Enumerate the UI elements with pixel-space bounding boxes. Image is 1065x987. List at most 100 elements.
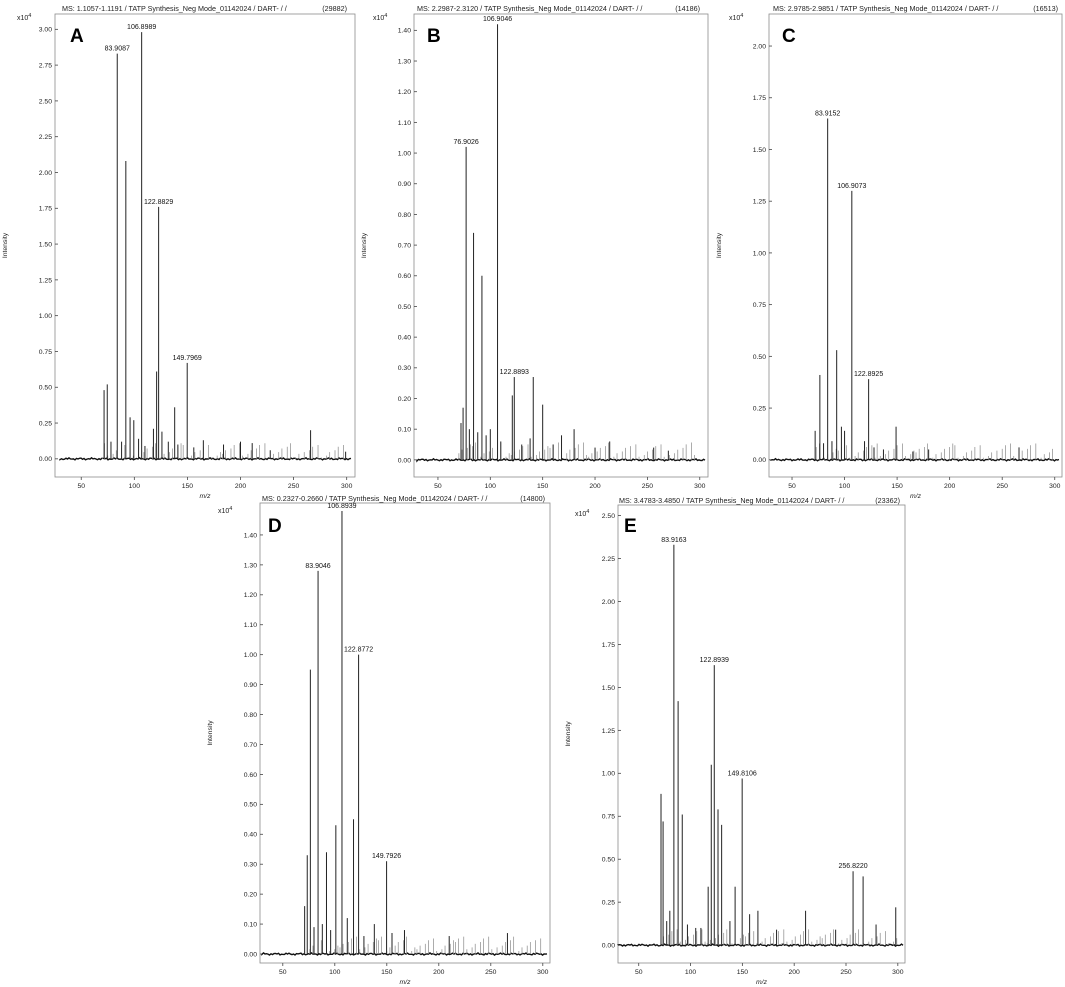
plot-frame	[617, 504, 906, 964]
plot-frame	[54, 13, 356, 478]
peak-label: 149.7926	[372, 853, 401, 860]
y-multiplier: x104	[218, 506, 232, 515]
y-tick-label: 0.40	[398, 335, 411, 342]
x-tick-label: 150	[737, 969, 749, 976]
y-tick-label: 0.60	[398, 273, 411, 280]
y-tick-label: 0.75	[753, 302, 766, 309]
x-tick-label: 250	[485, 969, 497, 976]
panel-d: MS: 0.2327-0.2660 / TATP Synthesis_Neg M…	[207, 494, 551, 986]
y-tick-label: 1.10	[398, 120, 411, 127]
y-tick-label: 2.00	[602, 599, 615, 606]
y-tick-label: 0.90	[398, 181, 411, 188]
y-tick-label: 0.50	[39, 385, 52, 392]
x-tick-label: 200	[789, 969, 801, 976]
y-tick-label: 2.25	[39, 134, 52, 141]
x-tick-label: 50	[788, 483, 796, 490]
y-tick-label: 2.50	[602, 513, 615, 520]
peak-label: 106.8989	[127, 24, 156, 31]
peak-label: 106.8939	[327, 503, 356, 510]
y-tick-label: 1.00	[39, 313, 52, 320]
plot-frame	[259, 502, 551, 964]
y-tick-label: 0.25	[753, 405, 766, 412]
y-tick-label: 0.00	[39, 456, 52, 463]
y-multiplier: x104	[729, 13, 743, 22]
y-tick-label: 1.75	[39, 206, 52, 213]
y-tick-label: 0.20	[398, 396, 411, 403]
x-tick-label: 50	[635, 969, 643, 976]
y-multiplier: x104	[373, 13, 387, 22]
total-count: (14800)	[520, 494, 545, 503]
peak-label: 122.8939	[700, 657, 729, 664]
y-tick-label: 1.00	[602, 771, 615, 778]
y-tick-label: 1.00	[398, 150, 411, 157]
y-tick-label: 0.30	[244, 862, 257, 869]
peak-label: 122.8772	[344, 647, 373, 654]
y-tick-label: 0.10	[244, 921, 257, 928]
x-tick-label: 250	[642, 483, 654, 490]
y-tick-label: 0.75	[602, 814, 615, 821]
panel-a: MS: 1.1057-1.1191 / TATP Synthesis_Neg M…	[2, 4, 356, 500]
y-tick-label: 0.00	[398, 457, 411, 464]
x-axis-label: m/z	[400, 979, 412, 986]
y-axis-label: Intensity	[207, 720, 214, 746]
panel-c: MS: 2.9785-2.9851 / TATP Synthesis_Neg M…	[716, 4, 1063, 500]
y-tick-label: 1.30	[398, 58, 411, 65]
y-tick-label: 1.00	[753, 250, 766, 257]
x-tick-label: 50	[434, 483, 442, 490]
plot-frame	[768, 13, 1063, 478]
y-tick-label: 1.40	[398, 28, 411, 35]
y-tick-label: 1.75	[602, 642, 615, 649]
spectrum-header: MS: 2.9785-2.9851 / TATP Synthesis_Neg M…	[773, 4, 998, 13]
y-tick-label: 0.80	[244, 712, 257, 719]
y-tick-label: 1.40	[244, 532, 257, 539]
y-tick-label: 1.25	[39, 277, 52, 284]
x-tick-label: 150	[182, 483, 194, 490]
y-tick-label: 2.25	[602, 556, 615, 563]
x-tick-label: 300	[1049, 483, 1061, 490]
y-tick-label: 0.70	[244, 742, 257, 749]
spectrum-header: MS: 0.2327-0.2660 / TATP Synthesis_Neg M…	[262, 494, 487, 503]
x-tick-label: 250	[997, 483, 1009, 490]
peak-label: 149.7969	[173, 355, 202, 362]
y-tick-label: 2.75	[39, 63, 52, 70]
spectrum-header: MS: 3.4783-3.4850 / TATP Synthesis_Neg M…	[619, 496, 844, 505]
y-tick-label: 0.10	[398, 427, 411, 434]
x-axis-label: m/z	[910, 493, 922, 500]
plot-frame	[413, 13, 709, 478]
x-tick-label: 150	[537, 483, 549, 490]
y-tick-label: 0.00	[244, 951, 257, 958]
x-tick-label: 150	[381, 969, 393, 976]
y-tick-label: 1.00	[244, 652, 257, 659]
x-axis-label: m/z	[200, 493, 212, 500]
y-axis-label: Intensity	[565, 721, 572, 747]
panel-letter: A	[70, 26, 84, 47]
y-tick-label: 2.50	[39, 98, 52, 105]
y-axis-label: Intensity	[716, 232, 723, 258]
x-tick-label: 100	[839, 483, 851, 490]
panel-b: MS: 2.2987-2.3120 / TATP Synthesis_Neg M…	[361, 4, 709, 490]
y-tick-label: 2.00	[753, 43, 766, 50]
peak-label: 256.8220	[838, 863, 867, 870]
peak-label: 122.8925	[854, 371, 883, 378]
total-count: (29882)	[322, 4, 347, 13]
y-tick-label: 1.50	[753, 147, 766, 154]
y-tick-label: 0.60	[244, 772, 257, 779]
y-tick-label: 2.00	[39, 170, 52, 177]
x-axis-label: m/z	[756, 979, 768, 986]
total-count: (23362)	[875, 496, 900, 505]
y-tick-label: 0.90	[244, 682, 257, 689]
y-axis-label: Intensity	[361, 232, 368, 258]
y-multiplier: x104	[17, 13, 31, 22]
peak-label: 83.9152	[815, 110, 840, 117]
y-tick-label: 0.00	[753, 457, 766, 464]
y-tick-label: 0.50	[244, 802, 257, 809]
y-tick-label: 1.20	[244, 592, 257, 599]
peak-label: 106.9046	[483, 16, 512, 23]
x-tick-label: 300	[892, 969, 904, 976]
y-tick-label: 0.80	[398, 212, 411, 219]
y-tick-label: 1.50	[602, 685, 615, 692]
y-tick-label: 0.25	[602, 900, 615, 907]
peak-label: 106.9073	[837, 183, 866, 190]
y-tick-label: 0.30	[398, 365, 411, 372]
